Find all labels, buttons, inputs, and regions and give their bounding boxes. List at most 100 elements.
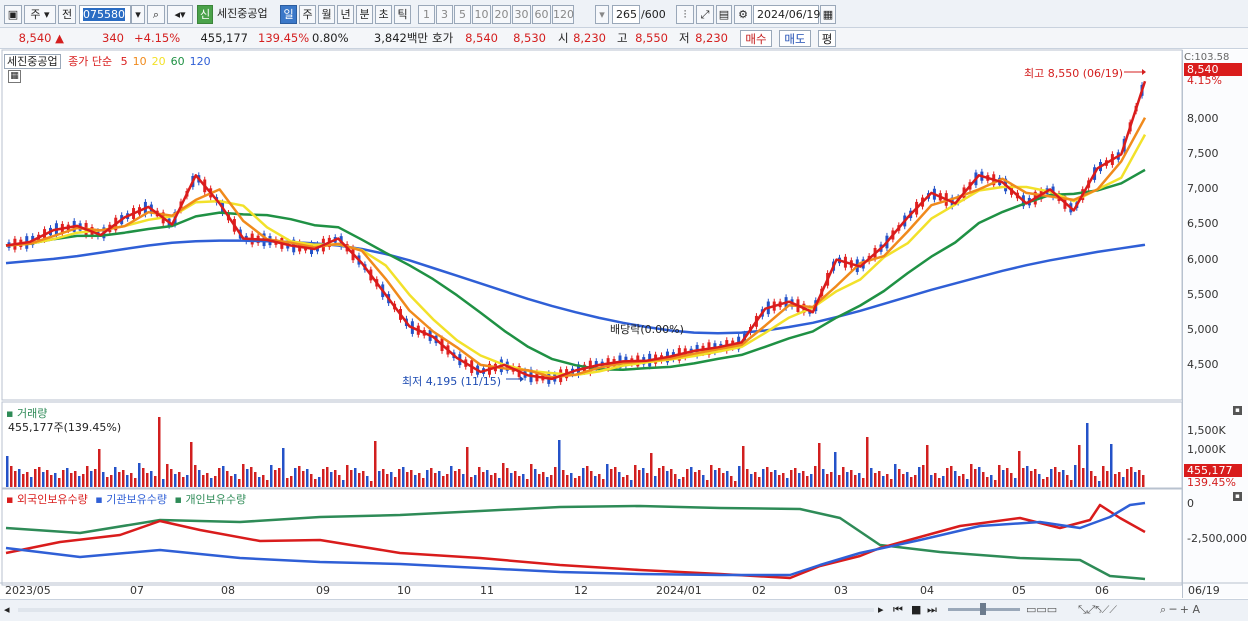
ask-price: 8,540 [465, 31, 498, 45]
volume-bar [262, 475, 265, 487]
volume-bar [62, 470, 65, 487]
volume-bar [206, 473, 209, 487]
volume-last-tag: 455,177 [1184, 464, 1242, 477]
volume-bar [502, 463, 505, 487]
volume-panel-value: 455,177주(139.45%) [8, 421, 122, 434]
volume-bar [242, 464, 245, 487]
ma-period-label: 60 [170, 55, 185, 68]
stop-icon[interactable]: ■ [911, 603, 922, 616]
minute-tab[interactable]: 10 [472, 5, 491, 24]
sell-button[interactable]: 매도 [779, 30, 811, 47]
volume-bar [310, 474, 313, 487]
period-tab[interactable]: 틱 [394, 5, 411, 24]
period-tab[interactable]: 분 [356, 5, 373, 24]
prefix-button[interactable]: 전 [58, 5, 76, 24]
zoom-icons[interactable]: ⌕ ─ + A [1160, 603, 1201, 616]
eval-button[interactable]: 평 [818, 30, 836, 47]
market-select[interactable]: 주 ▾ [24, 5, 56, 24]
x-end-label: 06/19 [1188, 584, 1220, 597]
scroll-left-icon[interactable]: ◂ [4, 603, 10, 616]
change-amount: 340 [102, 31, 124, 45]
volume-bar [886, 474, 889, 487]
speaker-icon[interactable]: ◂▾ [167, 5, 193, 24]
period-tab[interactable]: 초 [375, 5, 392, 24]
volume-bar [814, 466, 817, 487]
volume-ratio: 139.45% [258, 31, 310, 45]
volume-bar [678, 479, 681, 487]
volume-bar [722, 473, 725, 487]
volume-bar [1018, 451, 1021, 487]
last-price-tag: 8,540 [1184, 63, 1242, 76]
volume-bar [778, 475, 781, 487]
volume-bar [30, 477, 33, 487]
period-tab[interactable]: 주 [299, 5, 316, 24]
panel-frame [1, 488, 1183, 586]
minute-tab[interactable]: 120 [552, 5, 574, 24]
volume-bar [598, 474, 601, 487]
period-tab[interactable]: 일 [280, 5, 297, 24]
period-tab[interactable]: 년 [337, 5, 354, 24]
indicator-settings-icon[interactable]: ▦ [8, 70, 21, 83]
minute-tab[interactable]: 20 [492, 5, 511, 24]
volume-bar [446, 474, 449, 487]
volume-panel-close-icon[interactable]: ▪ [1233, 406, 1242, 415]
save-icon[interactable]: ▤ [716, 5, 732, 24]
holder-panel-legend: ▪ 외국인보유수량 ▪ 기관보유수량 ▪ 개인보유수량 [6, 491, 246, 507]
candle-type-icon[interactable]: ⫶ [676, 5, 694, 24]
minute-tab[interactable]: 30 [512, 5, 531, 24]
volume-bar [818, 443, 821, 487]
volume-bar [522, 474, 525, 487]
volume-bar [626, 475, 629, 487]
first-icon[interactable]: ⏮ [893, 603, 903, 616]
tools-icons[interactable]: ⤡⤢⤣⟋⟋ [1078, 603, 1117, 616]
scroll-track[interactable] [18, 608, 874, 612]
draw-tool-icon[interactable]: ⤢ [696, 5, 714, 24]
volume-bar [646, 473, 649, 487]
holder-tick-2500000: -2,500,000 [1187, 532, 1247, 545]
minute-tab[interactable]: 3 [436, 5, 453, 24]
scroll-right-icon[interactable]: ▸ [878, 603, 884, 616]
minute-tab[interactable]: 60 [532, 5, 551, 24]
foreign-holding-line [5, 503, 1146, 580]
volume-bar [670, 469, 673, 487]
code-input[interactable]: 075580 [79, 5, 131, 24]
stock-name-field[interactable]: 세진중공업 [217, 7, 268, 20]
volume-bar [594, 476, 597, 487]
volume-bar [402, 467, 405, 487]
zoom-handle[interactable] [980, 603, 986, 615]
volume-bar [1086, 423, 1089, 487]
volume-bar [846, 472, 849, 487]
legend-institution: ▪ 기관보유수량 [95, 493, 167, 506]
min-marker-arrow [520, 376, 524, 382]
volume-bar [406, 472, 409, 487]
volume-bar [730, 476, 733, 487]
minute-tab[interactable]: 5 [454, 5, 471, 24]
count-field[interactable]: 265 [612, 5, 640, 24]
volume-bar [866, 437, 869, 487]
minute-tab[interactable]: 1 [418, 5, 435, 24]
holder-panel-close-icon[interactable]: ▪ [1233, 492, 1242, 501]
volume-bar [290, 476, 293, 487]
volume-bar [482, 472, 485, 487]
last-icon[interactable]: ⏭ [927, 603, 937, 616]
code-dropdown-icon[interactable]: ▾ [131, 5, 145, 24]
volume-bar [338, 475, 341, 487]
volume-bar [462, 474, 465, 487]
volume-bar [326, 467, 329, 487]
volume-bar [822, 469, 825, 487]
stock-label[interactable]: 세진중공업 [4, 54, 61, 69]
date-field[interactable]: 2024/06/19 [753, 5, 820, 24]
layout-icon[interactable]: ▣ [4, 5, 22, 24]
settings-gear-icon[interactable]: ⚙ [734, 5, 752, 24]
window-icons[interactable]: ▭▭▭ [1026, 603, 1058, 616]
period-tab[interactable]: 월 [318, 5, 335, 24]
buy-button[interactable]: 매수 [740, 30, 772, 47]
search-icon[interactable]: ⌕ [147, 5, 165, 24]
volume-bar [1138, 470, 1141, 487]
calendar-icon[interactable]: ▦ [820, 5, 836, 24]
volume-bar [162, 479, 165, 487]
count-dropdown-icon[interactable]: ▾ [595, 5, 609, 24]
volume-bar [454, 471, 457, 487]
ma20-line [5, 133, 1147, 377]
